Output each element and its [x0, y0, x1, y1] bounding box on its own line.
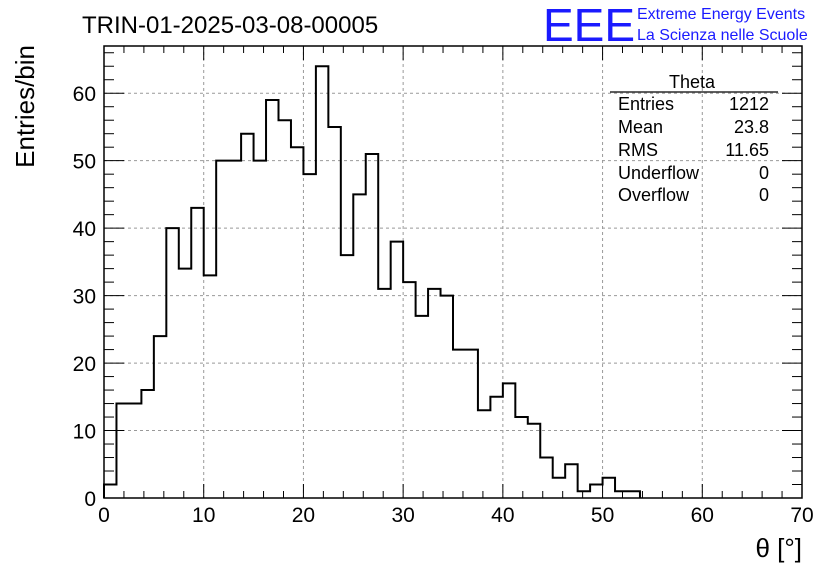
stats-label-overflow: Overflow: [618, 185, 690, 205]
stats-label-entries: Entries: [618, 94, 674, 114]
x-tick-label: 10: [192, 504, 215, 527]
stats-label-underflow: Underflow: [618, 163, 700, 183]
x-axis-label: θ [°]: [755, 533, 802, 563]
logo-line-1: Extreme Energy Events: [637, 6, 805, 23]
tick-labels: 0 10 20 30 40 50 60 70 0 10 20 30 40 50 60: [73, 83, 814, 527]
eee-logo: EEE Extreme Energy Events La Scienza nel…: [543, 0, 808, 51]
stats-value-rms: 11.65: [725, 140, 769, 160]
x-tick-label: 0: [98, 504, 110, 527]
x-tick-label: 70: [790, 504, 813, 527]
logo-mark: EEE: [543, 0, 635, 51]
x-tick-label: 60: [691, 504, 714, 527]
chart-title: TRIN-01-2025-03-08-00005: [82, 12, 378, 39]
x-tick-label: 40: [491, 504, 514, 527]
grid: [104, 46, 802, 498]
axis-ticks: [103, 46, 803, 499]
y-tick-label: 60: [73, 83, 96, 106]
histogram-outline: [103, 65, 641, 498]
stats-title: Theta: [669, 72, 716, 92]
y-tick-label: 30: [73, 286, 96, 309]
plot-frame: [103, 45, 803, 499]
x-tick-label: 30: [391, 504, 414, 527]
y-axis-label: Entries/bin: [10, 45, 40, 168]
stats-value-entries: 1212: [729, 94, 769, 114]
stats-label-rms: RMS: [618, 140, 658, 160]
y-tick-label: 20: [73, 353, 96, 376]
x-tick-label: 20: [292, 504, 315, 527]
y-tick-label: 40: [73, 218, 96, 241]
stats-label-mean: Mean: [618, 117, 663, 137]
stats-box: Theta Entries 1212 Mean 23.8 RMS 11.65 U…: [610, 72, 778, 205]
x-tick-label: 50: [591, 504, 614, 527]
y-tick-label: 50: [73, 151, 96, 174]
logo-line-2: La Scienza nelle Scuole: [637, 27, 808, 44]
stats-value-mean: 23.8: [734, 117, 769, 137]
stats-value-underflow: 0: [759, 163, 769, 183]
y-tick-label: 10: [73, 421, 96, 444]
stats-value-overflow: 0: [759, 185, 769, 205]
y-tick-label: 0: [84, 488, 96, 511]
